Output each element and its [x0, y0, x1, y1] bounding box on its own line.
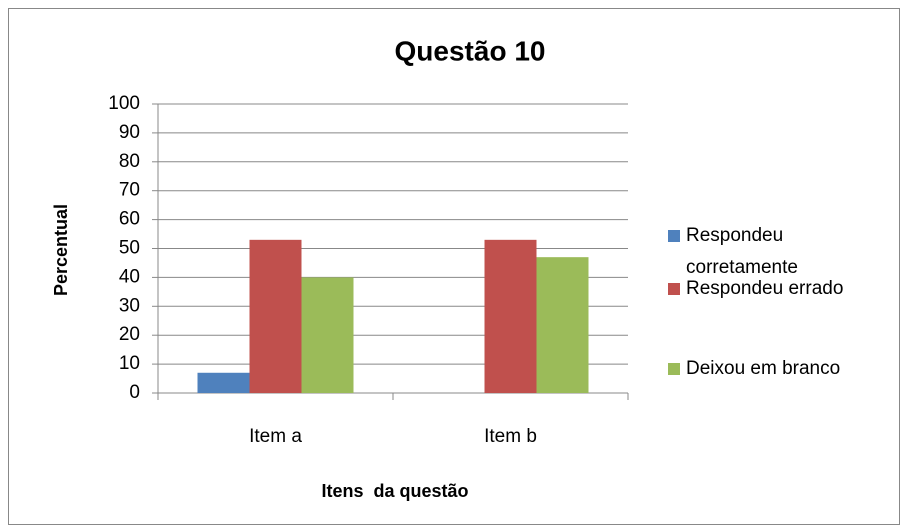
y-tick-label: 0 — [129, 382, 140, 403]
legend-swatch — [668, 283, 680, 295]
y-tick-label: 10 — [119, 353, 140, 374]
bar — [484, 239, 537, 393]
y-tick-label: 30 — [119, 295, 140, 316]
y-tick-label: 70 — [119, 180, 140, 201]
bar — [301, 277, 354, 393]
legend-label: Deixou em branco — [686, 358, 841, 379]
bar — [249, 239, 302, 393]
legend-item: Respondeu corretamente — [668, 220, 846, 284]
x-tick-label: Item b — [484, 426, 537, 447]
bar — [536, 257, 589, 393]
y-tick-label: 90 — [119, 122, 140, 143]
y-tick-label: 40 — [119, 266, 140, 287]
x-tick-label: Item a — [249, 426, 302, 447]
legend-item: Respondeu errado — [668, 273, 906, 305]
chart-border — [8, 8, 900, 525]
y-tick-label: 50 — [119, 238, 140, 259]
legend-swatch — [668, 363, 680, 375]
y-axis-label: Percentual — [51, 204, 71, 296]
legend-swatch — [668, 230, 680, 242]
y-tick-label: 60 — [119, 209, 140, 230]
bar — [197, 372, 250, 393]
y-tick-label: 20 — [119, 324, 140, 345]
legend-label: Respondeu corretamente — [686, 225, 798, 278]
legend-item: Deixou em branco — [668, 353, 906, 385]
legend-label: Respondeu errado — [686, 278, 844, 299]
x-axis-label: Itens da questão — [321, 481, 468, 501]
y-tick-label: 100 — [108, 93, 140, 114]
chart-title: Questão 10 — [395, 35, 546, 66]
y-tick-label: 80 — [119, 151, 140, 172]
